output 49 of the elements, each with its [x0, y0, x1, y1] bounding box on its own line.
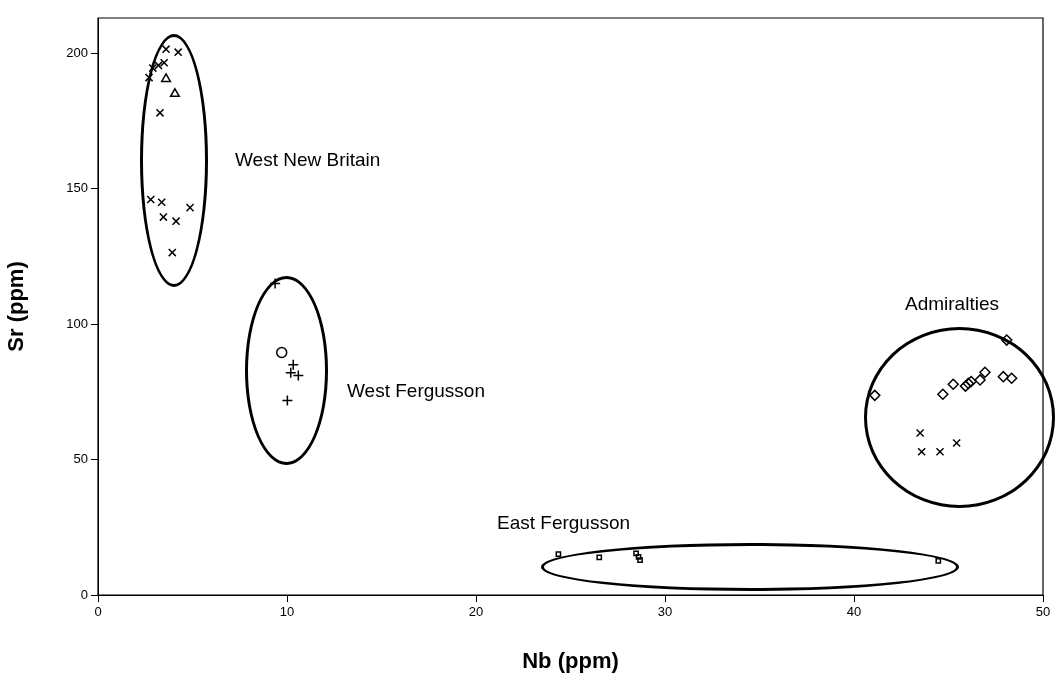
- y-tick-label: 50: [73, 451, 88, 467]
- point: [637, 557, 643, 563]
- point: [596, 554, 603, 561]
- y-axis-title: Sr (ppm): [3, 261, 29, 352]
- point: [169, 88, 180, 98]
- point: [997, 370, 1010, 383]
- y-tick-label: 150: [66, 180, 88, 196]
- annotation: East Fergusson: [497, 512, 631, 534]
- point: [555, 551, 562, 557]
- point: [185, 203, 195, 212]
- point: [155, 108, 165, 118]
- point: [171, 216, 181, 226]
- point: [157, 197, 166, 207]
- point: [159, 212, 168, 222]
- y-tick-label: 100: [66, 315, 88, 331]
- y-tick-label: 0: [80, 586, 88, 602]
- x-tick-label: 10: [279, 604, 295, 620]
- point: [1000, 334, 1013, 346]
- point: [952, 438, 961, 448]
- point: [275, 346, 288, 359]
- point: [947, 378, 959, 390]
- point: [937, 388, 949, 401]
- point: [160, 73, 172, 83]
- x-axis-title: Nb (ppm): [522, 647, 619, 673]
- point: [173, 47, 183, 57]
- point: [974, 374, 986, 386]
- point: [154, 61, 163, 70]
- x-tick-label: 40: [846, 604, 862, 620]
- point: [935, 447, 945, 456]
- annotation: West New Britain: [235, 149, 381, 171]
- x-tick-label: 20: [468, 604, 484, 620]
- point: [144, 73, 154, 82]
- point: [167, 248, 177, 257]
- annotation: Admiralties: [905, 293, 999, 315]
- point: [917, 447, 926, 456]
- point: [161, 44, 171, 54]
- point: [915, 428, 925, 438]
- point: [159, 58, 169, 67]
- x-tick-label: 50: [1035, 604, 1051, 620]
- point: [146, 195, 156, 204]
- point: [869, 389, 881, 402]
- x-tick-label: 0: [94, 604, 102, 620]
- annotation: West Fergusson: [347, 380, 485, 402]
- point: [281, 394, 294, 407]
- x-tick-label: 30: [657, 604, 673, 620]
- point: [1005, 372, 1018, 385]
- point: [979, 366, 991, 379]
- point: [148, 63, 158, 73]
- y-tick-label: 200: [66, 44, 88, 60]
